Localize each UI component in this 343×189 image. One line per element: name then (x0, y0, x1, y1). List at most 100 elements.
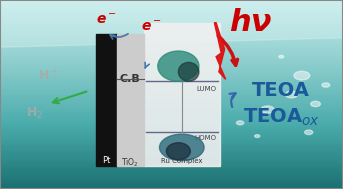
Bar (0, 2, 343, 3)
Bar (0, 74, 343, 75)
Circle shape (296, 73, 307, 79)
Polygon shape (214, 23, 226, 79)
Bar (0, 1, 343, 2)
Bar (0, 4, 343, 5)
Bar (0, 106, 343, 107)
Ellipse shape (178, 62, 199, 81)
Bar (0, 5, 343, 6)
Text: Pt: Pt (102, 156, 110, 165)
Text: e$^-$: e$^-$ (96, 12, 117, 26)
Bar (0, 113, 343, 114)
Bar (0, 112, 343, 113)
Bar (0, 42, 343, 43)
Bar (0, 161, 343, 162)
Bar (0, 53, 343, 54)
Bar (0, 3, 343, 4)
Bar (0, 96, 343, 97)
FancyArrowPatch shape (110, 34, 128, 39)
Circle shape (233, 119, 247, 127)
Bar (0, 137, 343, 138)
Text: H$_2$: H$_2$ (26, 106, 43, 121)
Bar (0, 145, 343, 146)
Text: TEOA$_{ox}$: TEOA$_{ox}$ (243, 107, 320, 128)
Bar (0, 66, 343, 67)
Bar (0, 175, 343, 176)
Bar (0, 44, 343, 45)
Bar (0, 29, 343, 30)
Bar (0, 22, 343, 23)
Bar (0, 160, 343, 161)
Bar (0, 72, 343, 73)
Bar (0, 61, 343, 62)
Bar (0, 127, 343, 128)
Bar (0, 52, 343, 53)
Bar (0, 183, 343, 184)
Circle shape (275, 53, 287, 60)
Bar (0, 153, 343, 154)
Bar (0, 51, 343, 52)
Text: TEOA: TEOA (252, 81, 310, 100)
Bar (0, 188, 343, 189)
Bar (0, 75, 343, 76)
Bar (0, 73, 343, 74)
Bar (0, 11, 343, 12)
Bar (0, 116, 343, 117)
FancyArrowPatch shape (53, 91, 86, 103)
Bar (0, 156, 343, 157)
Bar (0, 78, 343, 79)
Ellipse shape (159, 134, 204, 161)
Bar (0, 150, 343, 151)
Bar (0, 93, 343, 94)
Bar (0, 167, 343, 168)
Bar (0, 131, 343, 132)
Bar (0, 117, 343, 118)
Bar (0, 162, 343, 163)
Bar (0, 77, 343, 78)
Bar (0, 149, 343, 150)
Bar (0, 121, 343, 122)
Bar (0, 40, 343, 41)
Bar (0, 103, 343, 104)
Bar (0, 35, 343, 36)
Bar (0, 36, 343, 37)
Bar (0, 48, 343, 49)
Bar (0, 139, 343, 140)
Bar (0, 21, 343, 22)
Bar (0, 182, 343, 183)
Bar (0, 102, 343, 103)
Bar (0, 82, 343, 83)
Bar (0, 47, 343, 48)
Bar (0, 90, 343, 91)
Bar (0, 57, 343, 58)
Bar (0, 184, 343, 185)
Bar (0, 49, 343, 50)
Bar (0, 67, 343, 68)
Bar (0, 94, 343, 95)
Bar (117, 34, 144, 166)
Text: e$^-$: e$^-$ (141, 20, 161, 34)
Bar (0, 91, 343, 92)
Text: H$^+$: H$^+$ (38, 68, 58, 83)
Bar (0, 26, 343, 27)
Bar (0, 135, 343, 136)
Bar (0, 86, 343, 87)
Circle shape (253, 134, 261, 138)
Bar (0, 114, 343, 115)
Bar (0, 12, 343, 13)
Bar (0, 81, 343, 82)
Bar (96, 34, 117, 166)
Bar (0, 155, 343, 156)
Bar (0, 104, 343, 105)
Bar (0, 157, 343, 158)
Bar (0, 97, 343, 98)
Bar (0, 19, 343, 20)
Bar (0, 62, 343, 63)
Bar (0, 9, 343, 10)
Bar (0, 63, 343, 64)
Bar (0, 151, 343, 152)
Bar (0, 24, 343, 25)
Bar (0, 10, 343, 11)
Bar (0, 140, 343, 141)
Bar (0, 41, 343, 42)
Bar (0, 8, 343, 9)
